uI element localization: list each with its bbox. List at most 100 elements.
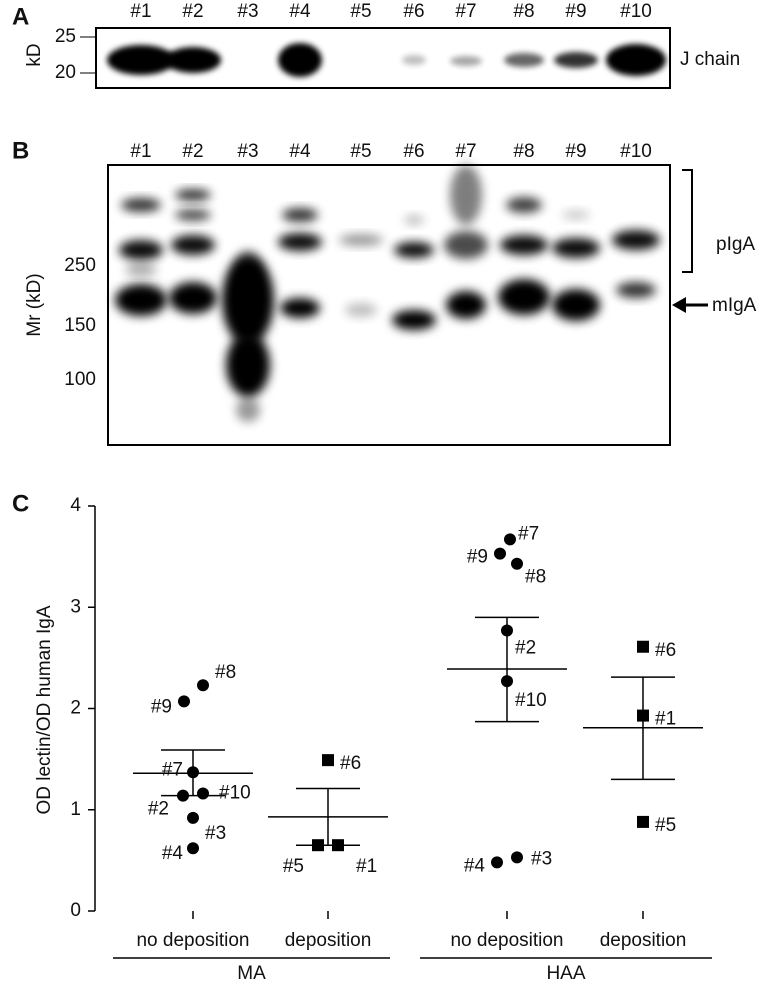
y-axis-label: OD lectin/OD human IgA: [34, 605, 55, 814]
data-point: [501, 624, 513, 637]
band: [171, 235, 215, 255]
point-label: #9: [467, 547, 488, 568]
marker-label: 100: [64, 369, 96, 390]
band: [606, 44, 666, 76]
band: [450, 56, 482, 66]
data-point: [177, 789, 189, 802]
lane-label: #2: [182, 141, 203, 162]
data-point: [637, 640, 649, 653]
band: [107, 45, 175, 75]
data-point: [178, 695, 190, 708]
data-point: [637, 815, 649, 828]
data-point: [491, 856, 503, 869]
band: [282, 208, 318, 222]
lane-label: #3: [237, 1, 258, 22]
band: [552, 238, 600, 258]
band: [115, 284, 167, 316]
data-point: [197, 679, 209, 692]
lane-label: #7: [455, 1, 476, 22]
blot-frame: [95, 27, 671, 89]
point-label: #4: [464, 855, 486, 876]
band: [562, 210, 590, 220]
lane-label: #8: [513, 1, 534, 22]
lane-label: #10: [620, 1, 652, 22]
data-point: [312, 839, 324, 852]
y-tick-label: 1: [70, 799, 81, 820]
band: [121, 198, 161, 212]
point-label: #10: [219, 783, 251, 804]
point-label: #1: [356, 856, 377, 877]
band: [402, 55, 426, 65]
band: [616, 282, 656, 298]
band: [236, 398, 260, 422]
point-label: #10: [515, 690, 547, 711]
lane-label: #8: [513, 141, 534, 162]
point-label: #5: [283, 856, 304, 877]
band: [345, 303, 377, 317]
data-point: [332, 839, 344, 852]
axis-label: Mr (kD): [24, 273, 45, 336]
band: [278, 43, 322, 77]
dot-plot: 0 1 2 3 4 no deposition #8 #9 #7 #10 #2 #3 #4 deposit…: [70, 495, 712, 984]
band: [404, 215, 424, 225]
data-point: [511, 851, 523, 864]
band: [175, 189, 211, 201]
panel-letter: A: [12, 3, 29, 30]
band: [506, 197, 542, 213]
axis-label: kD: [24, 43, 45, 66]
band: [119, 240, 163, 260]
arrow-label: mIgA: [712, 295, 757, 316]
band: [278, 233, 322, 251]
panel-letter: C: [12, 490, 29, 517]
band: [222, 255, 274, 345]
point-label: #7: [518, 523, 539, 544]
point-label: #4: [162, 843, 184, 864]
x-tick-label: deposition: [285, 930, 372, 951]
lane-label: #1: [130, 141, 151, 162]
lane-label: #9: [565, 1, 586, 22]
data-point: [187, 811, 199, 824]
point-label: #2: [148, 799, 169, 820]
bracket: [682, 169, 693, 273]
data-point: [511, 557, 523, 570]
point-label: #8: [215, 662, 236, 683]
band: [169, 282, 217, 314]
point-label: #1: [655, 709, 676, 730]
data-point: [501, 675, 513, 688]
lane-label: #1: [130, 1, 151, 22]
band: [554, 52, 598, 68]
band: [226, 333, 270, 397]
point-label: #9: [151, 696, 172, 717]
lane-label: #5: [350, 141, 371, 162]
marker-label: 250: [64, 255, 96, 276]
band: [552, 289, 600, 321]
marker-label: 25: [55, 26, 76, 47]
point-label: #3: [531, 848, 552, 869]
point-label: #8: [525, 567, 546, 588]
arrow-head: [672, 297, 686, 313]
band: [612, 230, 660, 250]
band: [394, 242, 434, 258]
lane-label: #9: [565, 141, 586, 162]
blot: [107, 43, 666, 77]
data-point: [637, 709, 649, 722]
band: [498, 279, 550, 315]
band: [234, 250, 262, 290]
band: [339, 234, 383, 246]
band: [450, 165, 482, 225]
band: [504, 53, 544, 67]
lane-label: #6: [403, 1, 424, 22]
band: [500, 235, 548, 255]
x-tick-label: no deposition: [136, 930, 249, 951]
data-point: [197, 787, 209, 800]
lane-label: #4: [289, 1, 311, 22]
point-label: #6: [340, 753, 361, 774]
panel-letter: B: [12, 137, 29, 164]
blot-frame: [107, 164, 671, 446]
blot: [115, 165, 660, 422]
lane-label: #7: [455, 141, 476, 162]
band: [175, 209, 211, 221]
y-tick-label: 3: [70, 596, 81, 617]
data-point: [504, 533, 516, 546]
band: [280, 298, 320, 318]
